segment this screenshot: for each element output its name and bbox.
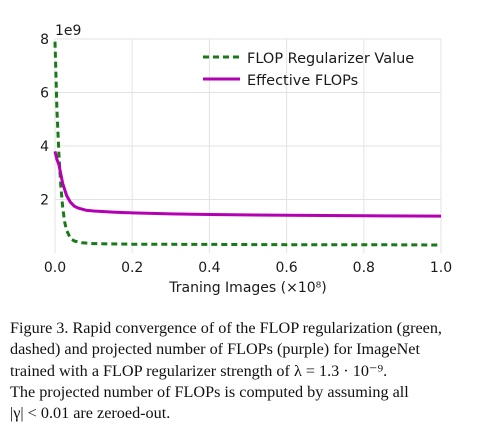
x-tick-label: 0.2 xyxy=(121,260,143,276)
chart-figure: 2 4 6 8 0.0 0.2 0.4 0.6 0.8 1.0 1e9 Traning Image… xyxy=(40,23,452,296)
caption-line: Figure 3. Rapid convergence of of the FL… xyxy=(10,319,442,337)
caption-line: trained with a FLOP regularizer strength… xyxy=(10,361,388,380)
legend-label-flop-regularizer: FLOP Regularizer Value xyxy=(247,51,414,67)
y-scale-label: 1e9 xyxy=(55,23,81,39)
x-tick-label: 0.8 xyxy=(353,260,375,276)
y-tick-label: 6 xyxy=(40,86,49,102)
x-tick-label: 0.4 xyxy=(198,260,220,276)
y-tick-label: 8 xyxy=(40,32,49,48)
y-tick-label: 4 xyxy=(40,139,49,155)
x-axis-label: Traning Images (×10⁸) xyxy=(168,280,326,296)
grid xyxy=(54,38,442,253)
legend-label-effective-flops: Effective FLOPs xyxy=(247,73,358,89)
series-line-flop-regularizer xyxy=(53,41,442,247)
figure-caption: Figure 3. Rapid convergence of of the FL… xyxy=(10,318,486,424)
tick-labels: 2 4 6 8 0.0 0.2 0.4 0.6 0.8 1.0 xyxy=(40,32,452,276)
series-layer xyxy=(53,41,442,247)
y-tick-label: 2 xyxy=(40,193,49,209)
flop-convergence-chart: 2 4 6 8 0.0 0.2 0.4 0.6 0.8 1.0 1e9 Traning Image… xyxy=(40,23,452,296)
x-tick-label: 0.6 xyxy=(275,260,297,276)
x-tick-label: 0.0 xyxy=(44,260,66,276)
caption-line: dashed) and projected number of FLOPs (p… xyxy=(10,340,420,359)
caption-line: |γ| < 0.01 are zeroed-out. xyxy=(10,404,171,423)
x-tick-label: 1.0 xyxy=(430,260,452,276)
series-line-effective-flops xyxy=(53,151,442,218)
caption-line: The projected number of FLOPs is compute… xyxy=(10,382,409,401)
legend: FLOP Regularizer Value Effective FLOPs xyxy=(203,51,414,89)
